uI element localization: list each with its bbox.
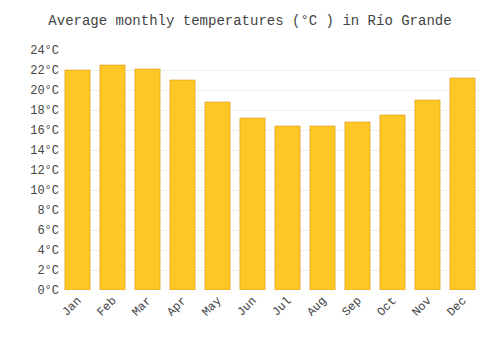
svg-text:6°C: 6°C	[37, 224, 59, 238]
svg-text:8°C: 8°C	[37, 204, 59, 218]
svg-text:Average monthly temperatures (: Average monthly temperatures (°C ) in Rí…	[48, 13, 451, 29]
svg-text:Jan: Jan	[59, 294, 84, 319]
svg-text:Jun: Jun	[234, 294, 259, 319]
svg-text:Apr: Apr	[164, 294, 189, 319]
svg-text:2°C: 2°C	[37, 264, 59, 278]
svg-text:Aug: Aug	[304, 294, 329, 319]
svg-text:4°C: 4°C	[37, 244, 59, 258]
svg-text:16°C: 16°C	[30, 124, 59, 138]
svg-text:14°C: 14°C	[30, 144, 59, 158]
svg-text:20°C: 20°C	[30, 84, 59, 98]
svg-text:22°C: 22°C	[30, 64, 59, 78]
svg-text:18°C: 18°C	[30, 104, 59, 118]
svg-text:May: May	[199, 294, 224, 319]
svg-text:Sep: Sep	[339, 294, 364, 319]
svg-text:12°C: 12°C	[30, 164, 59, 178]
svg-text:10°C: 10°C	[30, 184, 59, 198]
svg-text:Oct: Oct	[374, 294, 399, 319]
svg-text:Feb: Feb	[94, 294, 119, 319]
svg-text:Mar: Mar	[129, 294, 154, 319]
svg-text:0°C: 0°C	[37, 284, 59, 298]
svg-text:24°C: 24°C	[30, 44, 59, 58]
svg-text:Jul: Jul	[269, 294, 294, 319]
svg-text:Nov: Nov	[409, 294, 434, 319]
svg-text:Dec: Dec	[444, 294, 469, 319]
